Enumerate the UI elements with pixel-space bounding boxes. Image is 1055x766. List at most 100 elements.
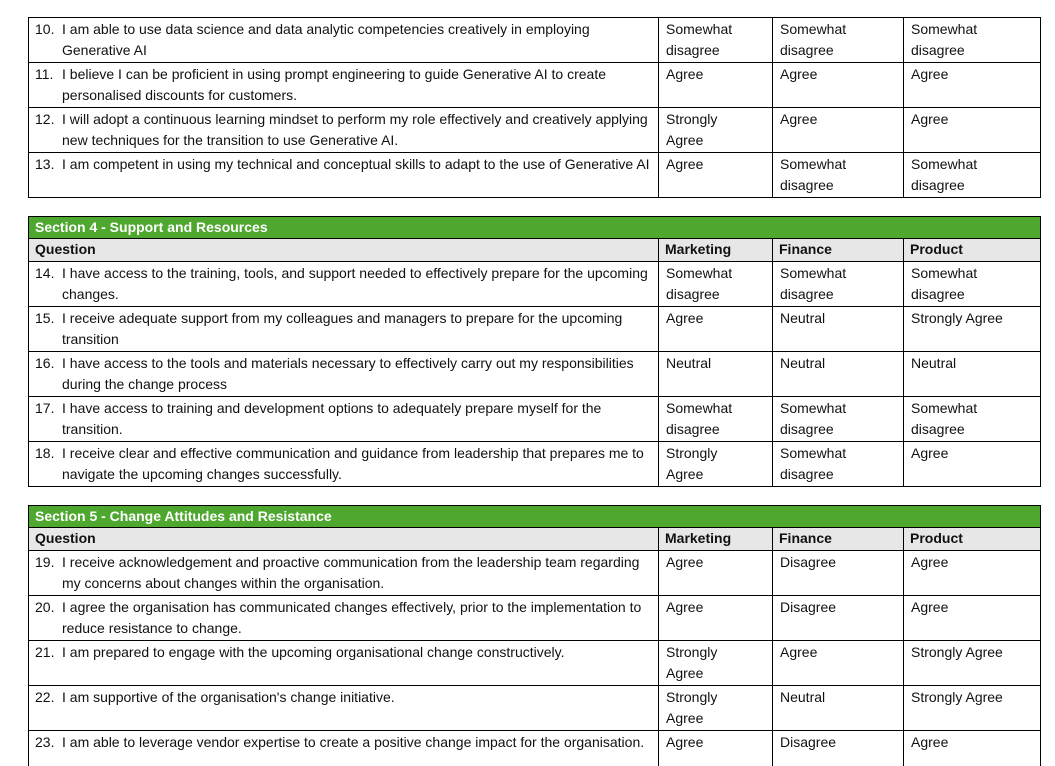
question-number: 18. [35, 445, 55, 461]
question-cell: 12. I will adopt a continuous learning mi… [28, 107, 659, 153]
answer-cell: Agree [772, 107, 904, 153]
question-number: 17. [35, 400, 55, 416]
answer-cell: Disagree [772, 595, 904, 641]
section-title: Section 4 - Support and Resources [27, 216, 1042, 239]
question-cell: 15. I receive adequate support from my co… [28, 306, 659, 352]
answer-cell: Agree [658, 550, 773, 596]
answer-cell: Agree [772, 640, 904, 686]
question-cell: 22. I am supportive of the organisation's… [28, 685, 659, 731]
answer-cell: Agree [902, 730, 1042, 766]
question-row: 22. I am supportive of the organisation's… [28, 685, 1042, 731]
answer-cell: Strongly Agree [902, 306, 1042, 352]
question-text: I will adopt a continuous learning minds… [62, 111, 648, 148]
answer-cell: Strongly Agree [902, 685, 1042, 731]
question-number: 20. [35, 599, 55, 615]
question-text: I am prepared to engage with the upcomin… [62, 644, 565, 660]
answer-cell: Agree [658, 595, 773, 641]
question-text: I am competent in using my technical and… [62, 156, 650, 172]
answer-cell: Disagree [772, 550, 904, 596]
column-header-row: Question Marketing Finance Product [28, 527, 1042, 551]
question-number: 16. [35, 355, 55, 371]
question-number: 11. [35, 66, 54, 82]
column-header-finance: Finance [772, 238, 904, 262]
answer-cell: Agree [902, 595, 1042, 641]
section-5-block: Section 5 - Change Attitudes and Resista… [27, 505, 1055, 766]
column-header-finance: Finance [772, 527, 904, 551]
question-cell: 17. I have access to training and develop… [28, 396, 659, 442]
answer-cell: Agree [903, 107, 1041, 153]
question-row: 10. I am able to use data science and dat… [28, 17, 1041, 63]
answer-cell: Neutral [772, 306, 904, 352]
question-text: I believe I can be proficient in using p… [62, 66, 607, 103]
question-cell: 14. I have access to the training, tools,… [28, 261, 659, 307]
question-row: 18. I receive clear and effective communi… [28, 441, 1042, 487]
answer-cell: Somewhat disagree [902, 396, 1042, 442]
answer-cell: Strongly Agree [902, 640, 1042, 686]
question-cell: 16. I have access to the tools and materi… [28, 351, 659, 397]
answer-cell: Agree [658, 62, 773, 108]
answer-cell: Neutral [902, 351, 1042, 397]
question-row: 17. I have access to training and develop… [28, 396, 1042, 442]
answer-cell: Somewhat disagree [903, 152, 1041, 198]
answer-cell: Strongly Agree [658, 640, 773, 686]
answer-cell: Agree [902, 550, 1042, 596]
answer-cell: Neutral [772, 685, 904, 731]
answer-cell: Agree [658, 730, 773, 766]
survey-table: 10. I am able to use data science and dat… [28, 17, 1041, 198]
question-number: 12. [35, 111, 55, 127]
column-header-product: Product [902, 238, 1042, 262]
section-title-row: Section 5 - Change Attitudes and Resista… [27, 505, 1042, 528]
answer-cell: Somewhat disagree [772, 261, 904, 307]
question-text: I have access to the tools and materials… [62, 355, 634, 392]
question-text: I receive adequate support from my colle… [62, 310, 623, 347]
question-text: I receive acknowledgement and proactive … [62, 554, 640, 591]
question-cell: 19. I receive acknowledgement and proacti… [28, 550, 659, 596]
answer-cell: Agree [902, 441, 1042, 487]
column-header-marketing: Marketing [658, 238, 773, 262]
survey-table: Section 5 - Change Attitudes and Resista… [27, 505, 1042, 766]
question-number: 19. [35, 554, 55, 570]
section-title: Section 5 - Change Attitudes and Resista… [27, 505, 1042, 528]
column-header-row: Question Marketing Finance Product [28, 238, 1042, 262]
answer-cell: Somewhat disagree [772, 396, 904, 442]
question-number: 15. [35, 310, 55, 326]
question-row: 14. I have access to the training, tools,… [28, 261, 1042, 307]
question-text: I am able to use data science and data a… [62, 21, 590, 58]
question-cell: 21. I am prepared to engage with the upco… [28, 640, 659, 686]
question-cell: 20. I agree the organisation has communic… [28, 595, 659, 641]
answer-cell: Strongly Agree [658, 685, 773, 731]
question-cell: 11. I believe I can be proficient in usin… [28, 62, 659, 108]
question-cell: 18. I receive clear and effective communi… [28, 441, 659, 487]
answer-cell: Somewhat disagree [658, 261, 773, 307]
answer-cell: Disagree [772, 730, 904, 766]
question-number: 13. [35, 156, 55, 172]
question-number: 22. [35, 689, 55, 705]
question-row: 11. I believe I can be proficient in usin… [28, 62, 1041, 108]
question-text: I am supportive of the organisation's ch… [62, 689, 395, 705]
question-row: 21. I am prepared to engage with the upco… [28, 640, 1042, 686]
answer-cell: Neutral [658, 351, 773, 397]
survey-table: Section 4 - Support and Resources Questi… [27, 216, 1042, 487]
question-cell: 23. I am able to leverage vendor expertis… [28, 730, 659, 766]
answer-cell: Somewhat disagree [658, 396, 773, 442]
question-cell: 10. I am able to use data science and dat… [28, 17, 659, 63]
question-row: 13. I am competent in using my technical … [28, 152, 1041, 198]
question-text: I am able to leverage vendor expertise t… [62, 734, 645, 750]
answer-cell: Somewhat disagree [658, 17, 773, 63]
answer-cell: Agree [772, 62, 904, 108]
answer-cell: Strongly Agree [658, 107, 773, 153]
question-row: 16. I have access to the tools and materi… [28, 351, 1042, 397]
survey-table-continued: 10. I am able to use data science and dat… [28, 17, 1055, 198]
question-number: 23. [35, 734, 55, 750]
question-row: 20. I agree the organisation has communic… [28, 595, 1042, 641]
column-header-question: Question [28, 238, 659, 262]
question-text: I have access to the training, tools, an… [62, 265, 648, 302]
column-header-marketing: Marketing [658, 527, 773, 551]
answer-cell: Strongly Agree [658, 441, 773, 487]
answer-cell: Agree [658, 306, 773, 352]
answer-cell: Somewhat disagree [772, 152, 904, 198]
question-number: 10. [35, 21, 55, 37]
question-text: I agree the organisation has communicate… [62, 599, 642, 636]
question-text: I have access to training and developmen… [62, 400, 602, 437]
